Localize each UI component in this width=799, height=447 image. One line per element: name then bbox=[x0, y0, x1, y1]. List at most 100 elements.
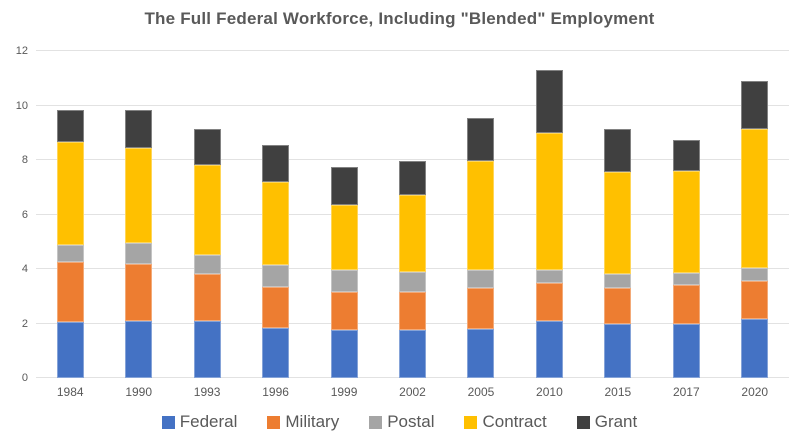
bar-segment-military bbox=[672, 285, 700, 324]
bar-segment-contract bbox=[741, 128, 769, 268]
stacked-bar-2020 bbox=[741, 51, 769, 378]
legend-swatch-contract bbox=[464, 415, 478, 429]
bar-segment-military bbox=[330, 292, 358, 331]
stacked-bar-2015 bbox=[604, 51, 632, 378]
bar-segment-military bbox=[125, 263, 153, 321]
bar-segment-military bbox=[262, 286, 290, 328]
y-tick-label: 10 bbox=[15, 99, 28, 112]
gridline bbox=[36, 159, 789, 160]
bar-segment-military bbox=[398, 292, 426, 331]
bar-segment-postal bbox=[125, 243, 153, 264]
x-tick-label: 1984 bbox=[56, 385, 84, 399]
bar-column bbox=[515, 51, 583, 378]
y-axis-labels: 0 2 4 6 8 10 12 bbox=[0, 45, 28, 384]
gridline bbox=[36, 50, 789, 51]
bar-segment-contract bbox=[604, 172, 632, 275]
y-tick-label: 2 bbox=[21, 317, 28, 330]
bar-column bbox=[447, 51, 515, 378]
stacked-bar-1984 bbox=[56, 51, 84, 378]
bar-segment-federal bbox=[467, 328, 495, 378]
bar-segment-contract bbox=[467, 161, 495, 271]
bar-column bbox=[721, 51, 789, 378]
bar-segment-grant bbox=[604, 128, 632, 173]
bar-segment-postal bbox=[330, 270, 358, 293]
bar-column bbox=[173, 51, 241, 378]
bar-column bbox=[36, 51, 104, 378]
bar-segment-military bbox=[193, 274, 221, 321]
bar-segment-federal bbox=[56, 322, 84, 378]
bar-segment-military bbox=[535, 282, 563, 321]
stacked-bar-1990 bbox=[125, 51, 153, 378]
x-tick-label: 2002 bbox=[399, 385, 426, 399]
bar-column bbox=[104, 51, 172, 378]
legend-item-contract: Contract bbox=[464, 412, 547, 432]
legend-item-grant: Grant bbox=[576, 412, 638, 432]
bar-column bbox=[378, 51, 446, 378]
bar-segment-contract bbox=[398, 195, 426, 272]
legend-item-federal: Federal bbox=[161, 412, 238, 432]
legend-label: Contract bbox=[482, 412, 547, 431]
gridline bbox=[36, 104, 789, 106]
bar-segment-contract bbox=[56, 142, 84, 245]
legend-item-postal: Postal bbox=[369, 412, 434, 432]
bar-segment-federal bbox=[398, 330, 426, 378]
stacked-bar-2002 bbox=[398, 51, 426, 378]
x-tick-label: 2015 bbox=[604, 385, 632, 399]
bar-segment-contract bbox=[330, 204, 358, 271]
legend-swatch-military bbox=[267, 415, 281, 429]
x-tick-label: 2005 bbox=[467, 385, 495, 399]
bar-segment-federal bbox=[604, 323, 632, 378]
stacked-bar-2017 bbox=[672, 51, 700, 378]
x-tick-label: 2017 bbox=[672, 385, 700, 399]
bar-segment-postal bbox=[262, 264, 290, 287]
bar-segment-federal bbox=[193, 320, 221, 378]
bar-segment-postal bbox=[535, 270, 563, 283]
legend-label: Federal bbox=[179, 412, 238, 431]
bar-segment-postal bbox=[398, 271, 426, 293]
legend-label: Grant bbox=[594, 412, 638, 431]
bar-segment-postal bbox=[741, 267, 769, 282]
plot-area bbox=[36, 50, 789, 378]
stacked-bar-1996 bbox=[262, 51, 290, 378]
bar-segment-grant bbox=[56, 109, 84, 143]
stacked-bar-2005 bbox=[467, 51, 495, 378]
chart-title: The Full Federal Workforce, Including "B… bbox=[144, 9, 655, 28]
bars-row bbox=[36, 51, 789, 378]
bar-segment-military bbox=[467, 288, 495, 329]
bar-segment-postal bbox=[467, 270, 495, 289]
legend-label: Military bbox=[285, 412, 340, 431]
x-tick-label: 1990 bbox=[125, 385, 153, 399]
bar-segment-contract bbox=[125, 147, 153, 244]
y-tick-label: 0 bbox=[21, 372, 28, 384]
x-axis-labels: 1984 1990 1993 1996 1999 2002 2005 2010 2015 2017… bbox=[36, 385, 789, 399]
bar-column bbox=[584, 51, 652, 378]
y-tick-label: 6 bbox=[21, 208, 28, 221]
x-tick-label: 1999 bbox=[330, 385, 358, 399]
stacked-bar-2010 bbox=[535, 51, 563, 378]
bar-segment-contract bbox=[672, 170, 700, 274]
stacked-bar-1993 bbox=[193, 51, 221, 378]
bar-segment-military bbox=[56, 262, 84, 323]
bar-column bbox=[310, 51, 378, 378]
bar-segment-military bbox=[604, 288, 632, 324]
legend-swatch-federal bbox=[161, 415, 175, 429]
bar-segment-postal bbox=[56, 244, 84, 263]
bar-segment-grant bbox=[467, 117, 495, 162]
bar-segment-federal bbox=[125, 320, 153, 378]
bar-segment-grant bbox=[741, 81, 769, 129]
bar-segment-federal bbox=[535, 320, 563, 378]
bar-segment-grant bbox=[672, 139, 700, 171]
legend-item-military: Military bbox=[267, 412, 339, 432]
bar-segment-federal bbox=[672, 323, 700, 378]
bar-segment-grant bbox=[262, 145, 290, 182]
bar-column bbox=[241, 51, 309, 378]
legend-swatch-grant bbox=[576, 415, 590, 429]
bar-segment-postal bbox=[193, 255, 221, 275]
bar-segment-contract bbox=[535, 132, 563, 271]
bar-segment-postal bbox=[604, 274, 632, 289]
bar-segment-grant bbox=[193, 128, 221, 166]
bar-segment-federal bbox=[330, 330, 358, 378]
bar-column bbox=[652, 51, 720, 378]
legend: Federal Military Postal Contract Grant bbox=[0, 412, 799, 432]
x-tick-label: 1993 bbox=[193, 385, 221, 399]
